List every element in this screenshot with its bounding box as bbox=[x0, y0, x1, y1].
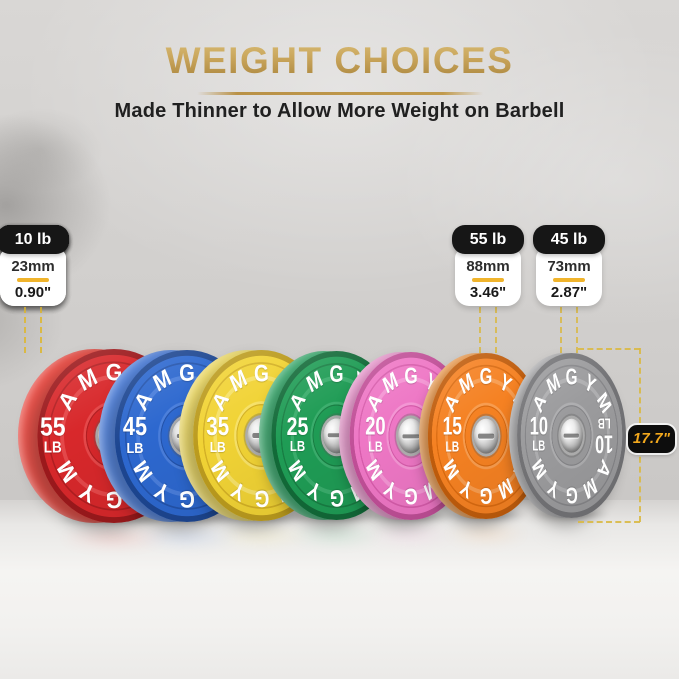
spec-card-10lb: 10 lb 23mm 0.90" bbox=[0, 225, 69, 353]
plate-reflection bbox=[428, 515, 544, 553]
floor bbox=[0, 500, 679, 679]
plate-face: A M G Y M A M G Y M 10 LB 10 LB bbox=[517, 353, 626, 518]
thickness-mm: 88mm bbox=[466, 258, 510, 275]
thickness-inch: 0.90" bbox=[14, 284, 52, 301]
weight-badge: 45 lb bbox=[533, 225, 605, 254]
gold-divider bbox=[472, 278, 504, 282]
thickness-mm: 73mm bbox=[547, 258, 591, 275]
plate-weight-label: 10 LB bbox=[595, 414, 614, 457]
plate-10lb: A M G Y M A M G Y M 10 LB 10 LB bbox=[509, 353, 626, 552]
thickness-mm: 23mm bbox=[11, 258, 55, 275]
plate-reflection bbox=[37, 519, 190, 557]
brand-letter: G bbox=[565, 363, 578, 390]
diameter-badge: 17.7" bbox=[628, 425, 675, 453]
hub-slot bbox=[401, 434, 420, 439]
spec-card-45lb: 45 lb 73mm 2.87" bbox=[533, 225, 605, 353]
weight-badge: 10 lb bbox=[0, 225, 69, 254]
plate-reflection bbox=[349, 516, 472, 554]
page-title: WEIGHT CHOICES bbox=[0, 40, 679, 82]
measurement-line-bottom bbox=[578, 521, 640, 523]
weight-badge: 55 lb bbox=[452, 225, 524, 254]
callout-line bbox=[576, 307, 578, 353]
callout-line bbox=[495, 307, 497, 353]
plate-reflection bbox=[517, 514, 626, 552]
gold-divider bbox=[553, 278, 585, 282]
page-subtitle: Made Thinner to Allow More Weight on Bar… bbox=[114, 100, 565, 122]
callout-line bbox=[24, 307, 26, 353]
thickness-inch: 2.87" bbox=[550, 284, 588, 301]
callout-line bbox=[479, 307, 481, 353]
spec-card-55lb: 55 lb 88mm 3.46" bbox=[452, 225, 524, 353]
brand-letter: G bbox=[328, 361, 344, 388]
thickness-inch: 3.46" bbox=[469, 284, 507, 301]
measurement-line-top bbox=[578, 348, 640, 350]
plate-weight-label: 10 LB bbox=[529, 413, 548, 455]
hub-slot bbox=[477, 434, 495, 439]
plate-reflection bbox=[271, 516, 401, 554]
hub-insert bbox=[473, 418, 499, 454]
plate-reflection bbox=[193, 517, 330, 555]
gold-divider bbox=[17, 278, 49, 282]
brand-letter: G bbox=[403, 362, 418, 389]
brand-letter: G bbox=[254, 359, 269, 387]
hub-slot bbox=[563, 434, 580, 438]
plate-reflection bbox=[115, 518, 259, 556]
brand-letter: G bbox=[479, 363, 493, 390]
hub-insert bbox=[560, 418, 583, 453]
hub-slot bbox=[326, 434, 346, 438]
callout-line bbox=[40, 307, 42, 353]
title-underline bbox=[197, 92, 483, 95]
callout-line bbox=[560, 307, 562, 353]
brand-letter: G bbox=[179, 360, 195, 388]
